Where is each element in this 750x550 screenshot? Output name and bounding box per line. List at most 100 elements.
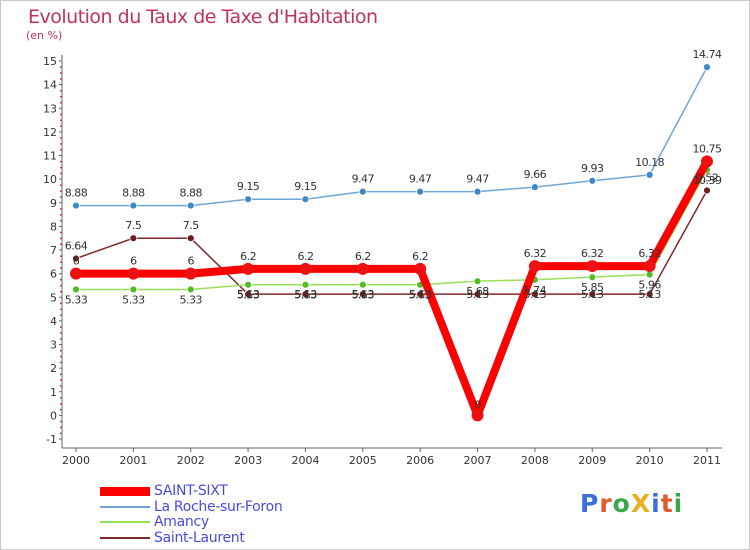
x-tick-label: 2003	[234, 454, 262, 467]
data-label: 6.32	[581, 247, 604, 260]
y-minor-tick	[60, 290, 62, 293]
data-label: 8.88	[122, 187, 145, 200]
data-point	[127, 267, 140, 280]
y-minor-tick	[60, 326, 62, 328]
data-label: 5.13	[294, 288, 317, 301]
y-minor-tick	[60, 314, 62, 316]
data-label: 6	[73, 255, 80, 268]
x-tick-label: 2011	[693, 454, 721, 467]
y-minor-tick	[60, 119, 62, 122]
data-point	[471, 409, 484, 422]
data-label: 6.2	[297, 250, 313, 263]
data-label: 5.53	[352, 289, 375, 302]
data-point	[701, 155, 713, 168]
x-tick-label: 2002	[177, 454, 205, 467]
y-tick-label: 12	[43, 126, 57, 139]
y-minor-tick	[60, 231, 62, 234]
data-point	[184, 267, 197, 280]
data-point	[301, 280, 310, 289]
logo-letter: r	[599, 489, 613, 518]
x-tick-label: 2001	[119, 454, 147, 467]
data-label: 5.13	[409, 288, 432, 301]
y-minor-tick	[60, 214, 62, 216]
x-tick-label: 2006	[406, 454, 434, 467]
x-tick-label: 2009	[578, 454, 606, 467]
legend-swatch	[100, 521, 150, 523]
data-label: 9.52	[696, 171, 719, 184]
legend-swatch	[100, 487, 150, 496]
data-label: 9.15	[237, 180, 260, 193]
data-point	[473, 290, 482, 299]
y-minor-tick	[60, 397, 62, 399]
data-point	[186, 234, 195, 243]
data-point	[645, 270, 654, 279]
data-point	[242, 262, 255, 275]
series-line	[75, 169, 708, 291]
y-minor-tick	[60, 95, 62, 98]
data-point	[586, 260, 599, 273]
data-point	[129, 234, 138, 243]
logo-letter: X	[630, 489, 652, 518]
data-label: 10.75	[693, 142, 722, 155]
y-minor-tick	[60, 308, 62, 311]
data-label: 9.66	[524, 168, 547, 181]
y-minor-tick	[60, 361, 62, 364]
series-line	[75, 189, 708, 295]
y-minor-tick	[60, 267, 62, 269]
y-minor-tick	[60, 432, 62, 435]
data-point	[531, 183, 539, 192]
data-point	[358, 187, 367, 196]
y-minor-tick	[60, 284, 62, 287]
y-minor-tick	[60, 101, 62, 104]
y-minor-tick	[60, 243, 62, 246]
proxiti-logo: ProXiti	[580, 489, 683, 518]
y-minor-tick	[60, 349, 62, 352]
data-label: 5.53	[294, 289, 317, 302]
y-minor-tick	[60, 332, 62, 334]
x-tick-label: 2005	[349, 454, 377, 467]
y-minor-tick	[60, 338, 62, 340]
data-label: 9.47	[352, 173, 375, 186]
data-point	[358, 290, 367, 299]
data-label: 6.2	[412, 250, 428, 263]
y-minor-tick	[60, 208, 62, 210]
x-tick-label: 2000	[62, 454, 90, 467]
data-label: 10.39	[693, 174, 722, 187]
y-minor-tick	[60, 403, 62, 405]
data-point	[72, 201, 80, 210]
data-point	[186, 285, 195, 294]
y-minor-tick	[60, 379, 62, 381]
data-label: 6	[187, 255, 194, 268]
y-tick-label: 5	[50, 291, 57, 304]
y-minor-tick	[60, 261, 62, 263]
data-point	[528, 260, 541, 273]
data-point	[588, 176, 597, 185]
y-minor-tick	[60, 255, 62, 257]
data-label: 5.33	[179, 293, 202, 306]
data-point	[473, 277, 482, 286]
y-minor-tick	[60, 137, 62, 139]
data-label: 6.32	[524, 247, 547, 260]
data-label: 5.13	[524, 288, 547, 301]
y-tick-label: 4	[50, 315, 57, 328]
y-minor-tick	[60, 408, 62, 411]
data-point	[473, 187, 482, 196]
data-label: 5.68	[466, 285, 489, 298]
data-point	[588, 290, 597, 299]
data-point	[356, 262, 369, 275]
data-label: 9.47	[409, 173, 432, 186]
data-point	[414, 262, 427, 275]
data-point	[72, 285, 80, 294]
y-minor-tick	[60, 219, 62, 222]
data-label: 8.88	[179, 187, 202, 200]
logo-letter: t	[660, 489, 674, 518]
y-tick-label: 2	[50, 362, 57, 375]
legend-swatch	[100, 536, 150, 539]
data-label: 7.5	[125, 219, 141, 232]
chart-title: Evolution du Taux de Taxe d'Habitation	[28, 6, 378, 28]
y-minor-tick	[60, 196, 62, 198]
data-point	[416, 290, 425, 299]
x-tick-label: 2007	[464, 454, 492, 467]
data-label: 6.64	[65, 240, 88, 253]
data-label: 10.18	[635, 156, 664, 169]
